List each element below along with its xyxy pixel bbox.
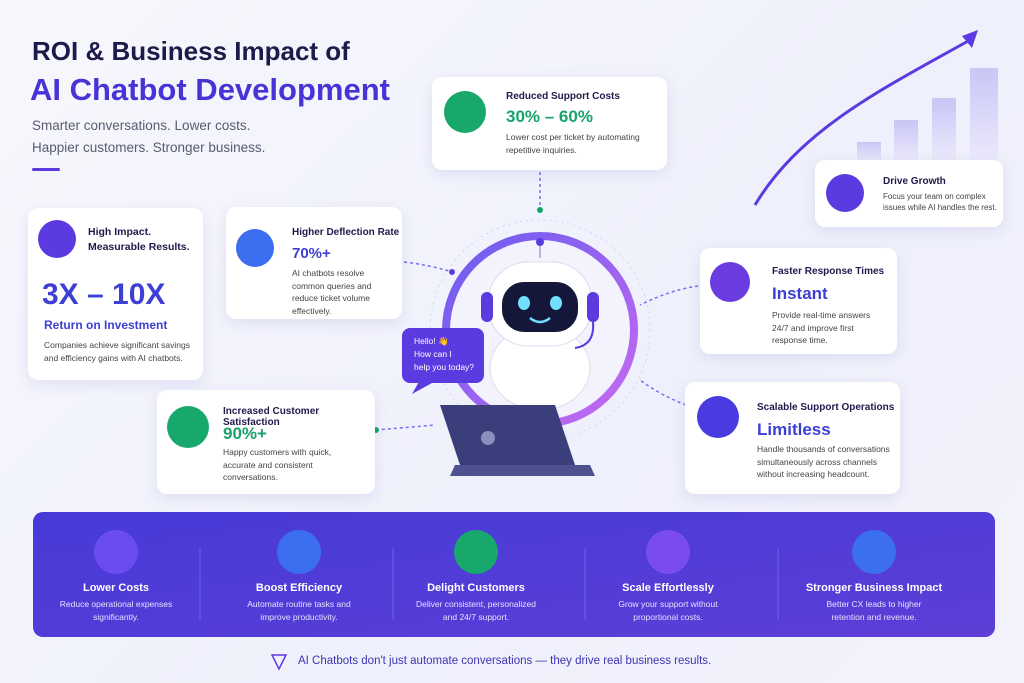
- card-title: High Impact.: [88, 226, 152, 238]
- subtitle: Smarter conversations. Lower costs.: [32, 118, 251, 133]
- card: Higher Deflection Rate 70%+ AI chatbots …: [226, 207, 402, 319]
- benefit-description: Grow your support without proportional c…: [618, 599, 718, 622]
- benefit: Lower Costs Reduce operational expenses s…: [20, 512, 212, 637]
- icon: [94, 530, 138, 574]
- benefit: Delight Customers Deliver consistent, per…: [380, 512, 572, 637]
- card-value: 90%+: [223, 424, 267, 443]
- card-title: Scalable Support Operations: [757, 402, 895, 413]
- icon: [710, 262, 750, 302]
- card-title: Faster Response Times: [772, 266, 885, 277]
- icon: [38, 220, 76, 258]
- icon: [454, 530, 498, 574]
- card-description: Companies achieve significant savings an…: [44, 340, 190, 363]
- card-label: Return on Investment: [44, 318, 168, 332]
- card-title: Higher Deflection Rate: [292, 227, 400, 238]
- icon: [826, 174, 864, 212]
- chat-line: How can I: [414, 349, 452, 359]
- chat-line: Hello! 👋: [414, 336, 449, 346]
- chat-bubble: Hello! 👋 How can I help you today?: [402, 328, 484, 383]
- card-description: Provide real-time answers 24/7 and impro…: [772, 310, 871, 345]
- card-title: Measurable Results.: [88, 241, 190, 253]
- benefit-description: Deliver consistent, personalized and 24/…: [416, 599, 537, 622]
- subtitle: Happier customers. Stronger business.: [32, 140, 266, 155]
- card: Scalable Support Operations Limitless Ha…: [685, 382, 900, 494]
- card-description: AI chatbots resolve common queries and r…: [292, 268, 372, 316]
- title: AI Chatbot Development: [30, 72, 390, 107]
- card: Faster Response Times Instant Provide re…: [700, 248, 897, 354]
- card-value: Limitless: [757, 420, 831, 439]
- benefit-description: Automate routine tasks and improve produ…: [247, 599, 351, 622]
- card-title: Reduced Support Costs: [506, 91, 620, 102]
- benefit-title: Lower Costs: [82, 582, 149, 594]
- benefit-title: Stronger Business Impact: [805, 582, 943, 594]
- icon: [852, 530, 896, 574]
- icon: [167, 406, 209, 448]
- card-title: Drive Growth: [883, 176, 946, 187]
- card-description: Focus your team on complex issues while …: [883, 192, 997, 212]
- icon: [277, 530, 321, 574]
- card: Reduced Support Costs 30% – 60% Lower co…: [432, 77, 667, 170]
- card-value: 3X – 10X: [42, 278, 166, 311]
- benefit-title: Delight Customers: [427, 582, 525, 594]
- benefit-description: Better CX leads to higher retention and …: [826, 599, 922, 622]
- card: High Impact. Measurable Results. 3X – 10…: [28, 208, 203, 380]
- title: ROI & Business Impact of: [32, 36, 350, 66]
- benefit: Scale Effortlessly Grow your support with…: [572, 512, 764, 637]
- card-description: Happy customers with quick, accurate and…: [223, 447, 332, 482]
- icon: [697, 396, 739, 438]
- icon: [236, 229, 274, 267]
- card-value: 70%+: [292, 245, 331, 262]
- chat-line: help you today?: [414, 362, 475, 372]
- card-value: 30% – 60%: [506, 107, 593, 126]
- icon: [646, 530, 690, 574]
- benefit: Stronger Business Impact Better CX leads …: [778, 512, 970, 637]
- benefit: Boost Efficiency Automate routine tasks a…: [203, 512, 395, 637]
- footer: AI Chatbots don't just automate conversa…: [298, 655, 712, 667]
- card-description: Handle thousands of conversations simult…: [757, 444, 890, 479]
- card: Increased Customer Satisfaction 90%+ Hap…: [157, 390, 375, 494]
- benefit-description: Reduce operational expenses significantl…: [59, 599, 173, 622]
- card-value: Instant: [772, 284, 828, 303]
- card: Drive Growth Focus your team on complex …: [815, 160, 1003, 227]
- benefit-title: Scale Effortlessly: [622, 582, 714, 594]
- icon: [444, 91, 486, 133]
- card-title: Increased Customer Satisfaction: [223, 406, 320, 428]
- benefit-title: Boost Efficiency: [255, 582, 343, 594]
- card-description: Lower cost per ticket by automating repe…: [506, 132, 640, 155]
